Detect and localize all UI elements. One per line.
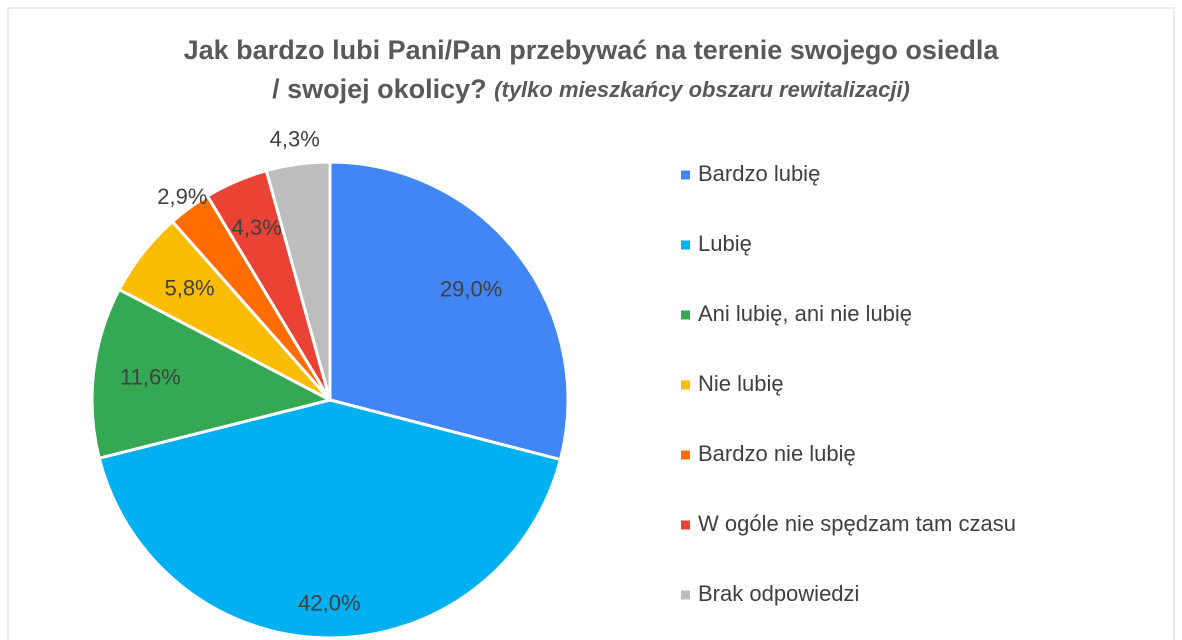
- legend-swatch: [681, 240, 690, 250]
- pie-slice: [264, 160, 332, 401]
- legend-swatch: [681, 450, 690, 460]
- data-label: 5,8%: [164, 276, 214, 301]
- legend-label: Bardzo nie lubię: [698, 441, 856, 466]
- legend-swatch: [681, 310, 690, 320]
- legend-label: Ani lubię, ani nie lubię: [698, 301, 912, 326]
- legend-label: Lubię: [698, 231, 752, 256]
- legend-swatch: [681, 590, 690, 600]
- chart-title-2: / swojej okolicy? (tylko mieszkańcy obsz…: [272, 74, 910, 104]
- pie-slice: [90, 287, 335, 460]
- data-label: 29,0%: [440, 277, 502, 302]
- legend-label: W ogóle nie spędzam tam czasu: [698, 511, 1016, 536]
- legend-swatch: [681, 170, 690, 180]
- data-label: 42,0%: [298, 590, 360, 615]
- chart-title-cont: / swojej okolicy?: [272, 74, 494, 104]
- legend-swatch: [681, 380, 690, 390]
- pie-slice: [97, 398, 563, 640]
- legend-label: Brak odpowiedzi: [698, 581, 859, 606]
- legend-swatch: [681, 520, 690, 530]
- data-label: 2,9%: [157, 184, 207, 209]
- data-label: 11,6%: [120, 365, 181, 390]
- chart-subtitle: (tylko mieszkańcy obszaru rewitalizacji): [494, 77, 910, 102]
- pie-slice: [328, 160, 570, 462]
- legend-label: Nie lubię: [698, 371, 784, 396]
- data-label: 4,3%: [270, 126, 320, 151]
- legend-label: Bardzo lubię: [698, 161, 820, 186]
- data-label: 4,3%: [232, 215, 282, 240]
- chart-title: Jak bardzo lubi Pani/Pan przebywać na te…: [184, 35, 1000, 65]
- frame: [7, 7, 1175, 640]
